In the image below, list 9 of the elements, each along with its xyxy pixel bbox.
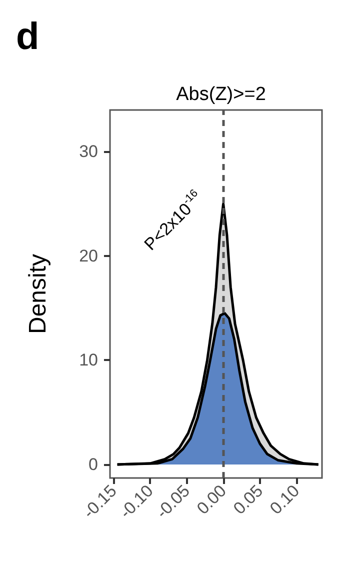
y-axis-title: Density [24,254,52,334]
text: d [16,16,40,58]
chart-title: Abs(Z)>=2 [176,84,266,105]
y-tick-label: 20 [79,246,98,266]
x-tick-label: 0.10 [266,481,304,518]
y-tick-label: 0 [88,454,98,474]
y-tick-label: 30 [79,142,98,162]
x-tick-label: 0.00 [193,481,230,518]
y-tick-label: 10 [79,350,98,370]
